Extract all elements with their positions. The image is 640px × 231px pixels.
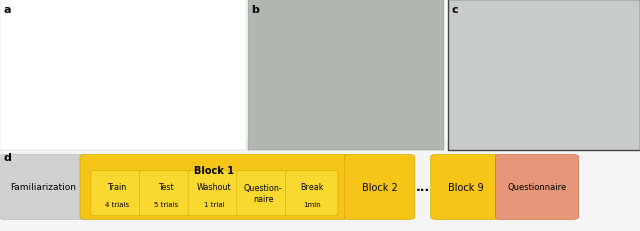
Text: c: c — [451, 5, 458, 15]
Text: 1min: 1min — [303, 201, 321, 207]
Text: Break: Break — [300, 182, 323, 191]
Text: ...: ... — [416, 181, 430, 194]
Text: Test: Test — [158, 182, 173, 191]
FancyBboxPatch shape — [0, 139, 640, 231]
FancyBboxPatch shape — [0, 0, 246, 150]
Text: Familiarization: Familiarization — [10, 183, 76, 191]
FancyBboxPatch shape — [344, 155, 415, 219]
FancyBboxPatch shape — [188, 171, 241, 216]
Text: b: b — [251, 5, 259, 15]
FancyBboxPatch shape — [140, 171, 192, 216]
Text: d: d — [3, 152, 11, 162]
Text: 1 trial: 1 trial — [204, 201, 225, 207]
FancyBboxPatch shape — [248, 0, 444, 150]
Text: Train: Train — [108, 182, 127, 191]
Text: Questionnaire: Questionnaire — [508, 183, 566, 191]
Text: Question-
naire: Question- naire — [244, 184, 282, 203]
FancyBboxPatch shape — [495, 155, 579, 219]
FancyBboxPatch shape — [285, 171, 338, 216]
Text: Washout: Washout — [197, 182, 232, 191]
FancyBboxPatch shape — [431, 155, 501, 219]
Text: a: a — [3, 5, 11, 15]
Text: 5 trials: 5 trials — [154, 201, 178, 207]
Text: Block 2: Block 2 — [362, 182, 397, 192]
FancyBboxPatch shape — [80, 155, 349, 219]
FancyBboxPatch shape — [237, 171, 289, 216]
Text: 4 trials: 4 trials — [105, 201, 129, 207]
Text: Block 9: Block 9 — [448, 182, 484, 192]
FancyBboxPatch shape — [91, 171, 143, 216]
FancyBboxPatch shape — [448, 0, 640, 150]
FancyBboxPatch shape — [0, 155, 87, 219]
Text: Block 1: Block 1 — [195, 165, 234, 175]
